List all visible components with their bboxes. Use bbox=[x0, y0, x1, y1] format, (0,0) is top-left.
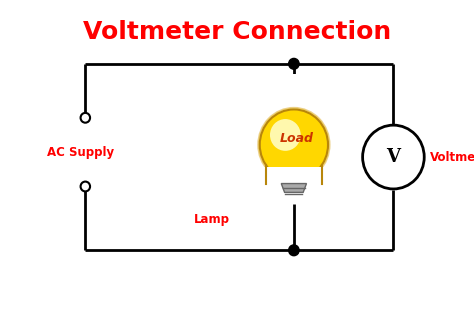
Circle shape bbox=[363, 125, 424, 189]
Circle shape bbox=[289, 58, 299, 69]
Circle shape bbox=[258, 108, 330, 182]
Circle shape bbox=[289, 245, 299, 256]
Text: Load: Load bbox=[279, 132, 313, 145]
Polygon shape bbox=[281, 183, 307, 192]
Text: Lamp: Lamp bbox=[194, 213, 230, 226]
Circle shape bbox=[270, 119, 301, 151]
Text: AC Supply: AC Supply bbox=[47, 146, 115, 159]
Polygon shape bbox=[255, 167, 333, 185]
Circle shape bbox=[260, 109, 328, 180]
Circle shape bbox=[81, 182, 90, 191]
Circle shape bbox=[81, 113, 90, 123]
Polygon shape bbox=[290, 74, 298, 88]
Text: Voltmeter: Voltmeter bbox=[430, 151, 474, 164]
Text: Voltmeter Connection: Voltmeter Connection bbox=[83, 20, 391, 44]
Text: V: V bbox=[386, 148, 401, 166]
